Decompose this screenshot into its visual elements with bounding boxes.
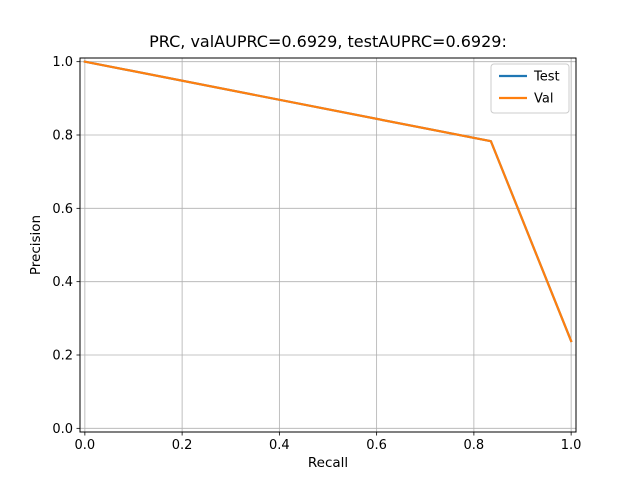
legend-label-val: Val (534, 92, 553, 107)
x-tick-label: 1.0 (561, 438, 582, 453)
x-axis-label: Recall (308, 455, 348, 471)
grid-lines (80, 58, 576, 432)
x-tick-label: 0.2 (172, 438, 193, 453)
y-tick-label: 0.2 (52, 349, 73, 364)
x-tick-label: 0.8 (464, 438, 485, 453)
chart-title: PRC, valAUPRC=0.6929, testAUPRC=0.6929: (149, 32, 507, 51)
series-lines (83, 60, 573, 343)
x-tick-label: 0.6 (366, 438, 387, 453)
y-tick-label: 0.4 (52, 275, 73, 290)
axis-ticks: 0.0 0.2 0.4 0.6 0.8 1.0 0.0 0.2 0.4 0.6 0.8 1.0 (52, 55, 581, 453)
x-tick-label: 0.4 (269, 438, 290, 453)
y-axis-label: Precision (28, 215, 44, 275)
y-tick-label: 0.0 (52, 422, 73, 437)
y-tick-label: 1.0 (52, 55, 73, 70)
y-tick-label: 0.8 (52, 129, 73, 144)
y-tick-label: 0.6 (52, 202, 73, 217)
legend-label-test: Test (533, 70, 560, 85)
legend: Test Val (490, 63, 570, 114)
plot-frame (79, 57, 577, 433)
x-tick-label: 0.0 (75, 438, 96, 453)
series-line-val (83, 60, 573, 343)
